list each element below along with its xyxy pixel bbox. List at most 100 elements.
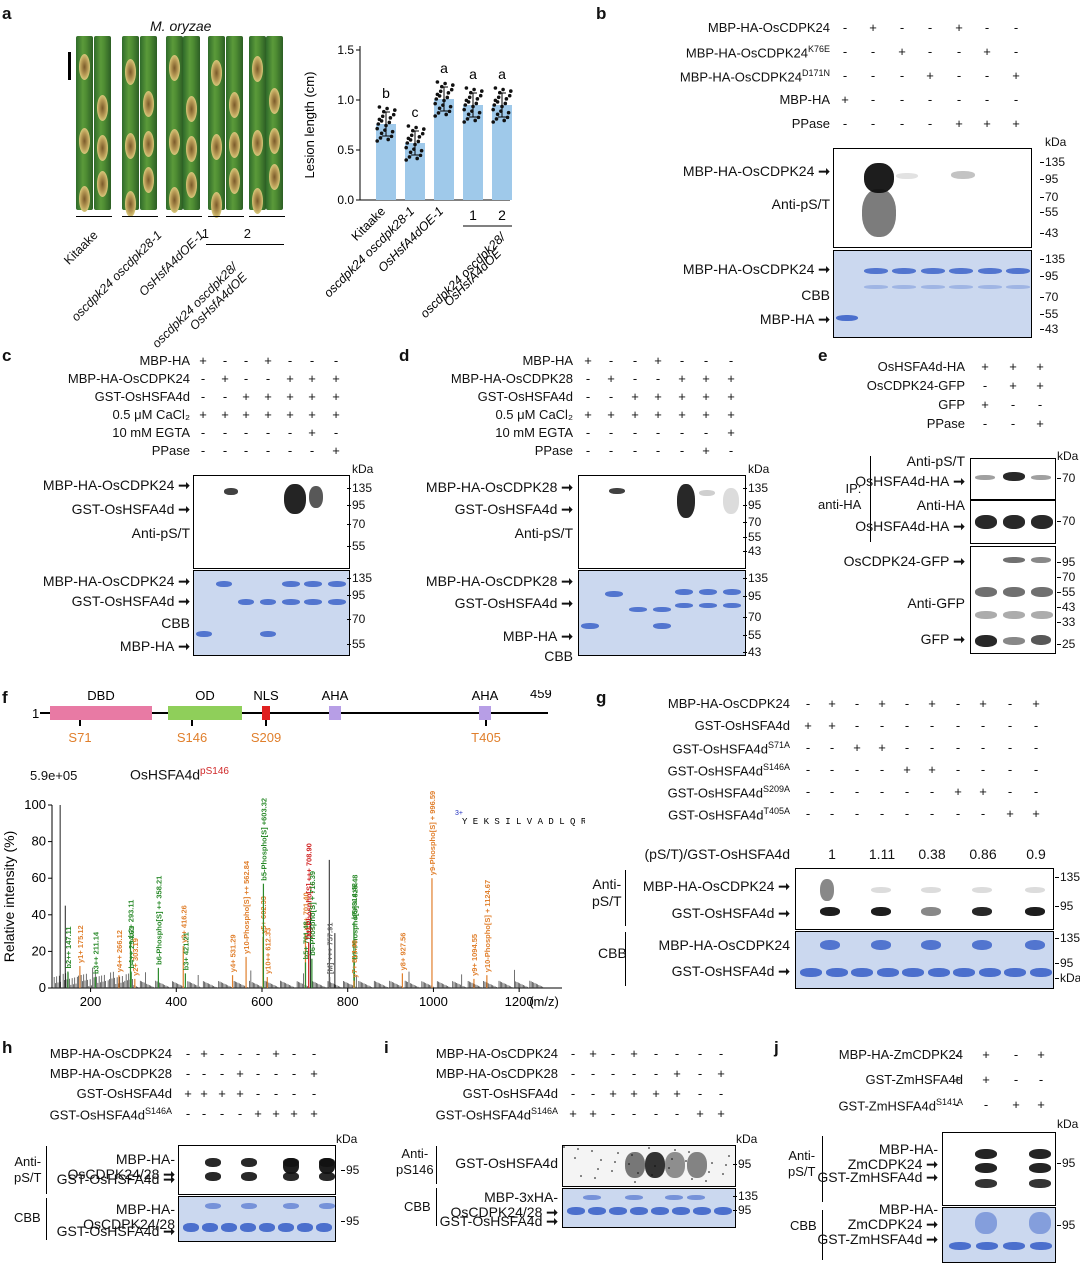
- c-row-sym: +: [332, 371, 340, 386]
- c-band: [224, 488, 238, 495]
- j-bracket: [822, 1136, 823, 1202]
- lesion-spot: [252, 188, 263, 214]
- b-row-sym: -: [984, 20, 990, 35]
- e-band: [1031, 475, 1051, 480]
- a-data-point: [383, 128, 387, 132]
- h-row-sym: -: [185, 1046, 191, 1061]
- h-row-sym: -: [273, 1066, 279, 1081]
- b-row-sym: +: [955, 116, 963, 131]
- j-side-label-text: MBP-HA- ZmCDPK24: [847, 1141, 938, 1172]
- e-row-sym: +: [1036, 359, 1044, 374]
- i-speckle: [594, 1177, 596, 1179]
- i-cbb-band: [714, 1207, 732, 1215]
- b-row-sym: -: [1013, 44, 1019, 59]
- j-row-sym: +: [1012, 1097, 1020, 1112]
- arrow-icon: ➞: [557, 501, 573, 517]
- i-row-sym: -: [610, 1066, 616, 1081]
- a-bar: [463, 105, 483, 200]
- f-peak-label: y10-Phospho[S] + 1124.67: [483, 880, 492, 972]
- f-domain-box: [50, 706, 152, 720]
- c-marker-tick: [347, 619, 351, 620]
- b-band: [896, 173, 918, 179]
- e-marker: 70: [1062, 514, 1076, 528]
- g-ratio-label: (pS/T)/GST-OsHSFA4d: [644, 846, 790, 862]
- c-row-sym: -: [200, 425, 206, 440]
- j-row-label: MBP-HA-ZmCDPK24: [839, 1047, 963, 1062]
- h-row-label-sup: S146A: [144, 1106, 172, 1116]
- h-row-sym: +: [200, 1086, 208, 1101]
- a-data-point: [464, 86, 469, 90]
- f-domain-start: 1: [32, 706, 39, 721]
- d-side-label-text: GST-OsHSFA4d: [454, 501, 558, 517]
- g-row-sym: -: [929, 718, 935, 733]
- h-row-sym: -: [201, 1066, 207, 1081]
- arrow-icon: ➞: [557, 595, 573, 611]
- i-row-label-text: MBP-HA-OsCDPK28: [435, 1066, 558, 1081]
- a-data-point: [408, 150, 413, 155]
- g-cbb-band: [1025, 940, 1045, 950]
- b-cbb-band: [864, 268, 888, 274]
- arrow-icon: ➞: [174, 638, 190, 654]
- d-side-label: MBP-HA-OsCDPK28 ➞: [426, 480, 573, 495]
- b-side-label-text: MBP-HA-OsCDPK24: [682, 163, 815, 179]
- e-marker-tick: [1057, 562, 1061, 563]
- c-cbb-band: [282, 581, 300, 587]
- g-row-sym: -: [805, 784, 811, 799]
- d-cbb-gel: [578, 570, 746, 656]
- e-band: [1003, 515, 1025, 529]
- lesion-spot: [125, 59, 136, 85]
- i-side-label: GST-OsHSFA4d: [455, 1156, 558, 1171]
- h-side-label: GST-OsHSFA4d ➞: [57, 1224, 175, 1239]
- g-row-sym: -: [1007, 718, 1013, 733]
- e-row-label: GFP: [938, 397, 965, 412]
- b-side-label: Anti-pS/T: [772, 197, 830, 212]
- i-row-sym: -: [674, 1046, 680, 1061]
- i-marker-tick: [733, 1196, 737, 1197]
- h-side-label-text: MBP-HA- OsCDPK24/28: [83, 1201, 175, 1232]
- arrow-icon: ➞: [814, 261, 830, 277]
- e-marker-tick: [1057, 521, 1061, 522]
- i-cbb-band: [672, 1207, 690, 1215]
- g-row-sym: -: [805, 806, 811, 821]
- b-row-label-sup: D171N: [801, 68, 830, 78]
- h-row-sym: +: [218, 1086, 226, 1101]
- c-side-label: MBP-HA ➞: [120, 639, 190, 654]
- e-marker: 95: [1062, 555, 1076, 569]
- g-cbb-band: [972, 940, 992, 950]
- c-row-label: GST-OsHSFA4d: [95, 389, 190, 404]
- a-data-point: [492, 103, 497, 107]
- f-domain-label: NLS: [253, 690, 279, 703]
- leaf-group-underline: [166, 216, 202, 217]
- e-row-sym: -: [1010, 397, 1016, 412]
- h-cbb-band: [183, 1223, 199, 1232]
- g-row-sym: -: [1007, 762, 1013, 777]
- j-cbb-label: CBB: [790, 1218, 817, 1233]
- i-speckle: [628, 1163, 630, 1165]
- h-row-sym: -: [255, 1086, 261, 1101]
- h-row-label-text: GST-OsHSFA4d: [76, 1086, 172, 1101]
- g-anti-pst-blot: [795, 868, 1054, 930]
- c-row-sym: +: [332, 407, 340, 422]
- a-data-point: [379, 119, 384, 123]
- h-row-sym: -: [255, 1046, 261, 1061]
- c-cbb-band: [328, 581, 346, 587]
- g-side-label-text: GST-OsHSFA4d: [671, 905, 775, 921]
- g-side-label: MBP-HA-OsCDPK24: [659, 938, 790, 953]
- b-row-sym: -: [1013, 20, 1019, 35]
- g-marker-tick: [1055, 938, 1059, 939]
- lesion-spot: [97, 171, 108, 197]
- e-row-label-text: GFP: [938, 397, 965, 412]
- e-side-label: GFP ➞: [921, 632, 965, 647]
- lesion-spot: [252, 130, 263, 156]
- d-side-label-text: GST-OsHSFA4d: [454, 595, 558, 611]
- g-band: [921, 907, 941, 916]
- c-side-label: MBP-HA-OsCDPK24 ➞: [43, 574, 190, 589]
- f-peak-label: b5-Phospho[S] +603.32: [259, 798, 268, 881]
- d-row-label-text: MBP-HA: [522, 353, 573, 368]
- a-data-point: [438, 89, 443, 94]
- i-speckle: [648, 1147, 650, 1149]
- d-marker-tick: [743, 488, 747, 489]
- h-row-sym: +: [236, 1066, 244, 1081]
- a-sig-letter: a: [469, 66, 477, 82]
- i-cbb-band: [583, 1195, 601, 1200]
